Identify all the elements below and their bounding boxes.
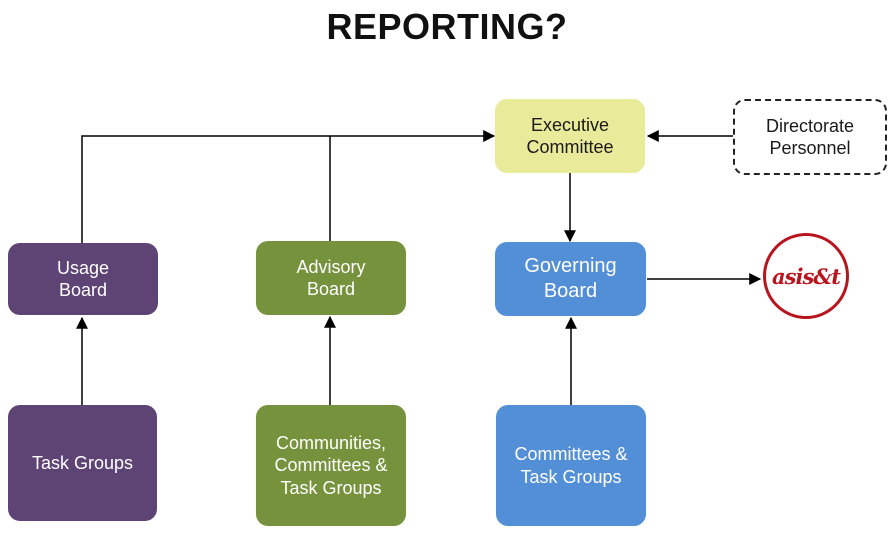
task-groups-box: Task Groups (8, 405, 157, 521)
executive-committee-box: Executive Committee (495, 99, 645, 173)
communities-label: Communities, Committees & Task Groups (274, 432, 388, 498)
usage-to-executive-arrow (81, 130, 496, 243)
communities-box: Communities, Committees & Task Groups (256, 405, 406, 526)
executive-committee-label: Executive Committee (526, 114, 614, 158)
asist-logo-text: asis&t (772, 263, 841, 289)
asist-logo: asis&t (763, 233, 849, 319)
task-groups-label: Task Groups (31, 452, 134, 473)
directorate-personnel-label: Directorate Personnel (765, 115, 855, 159)
usage-board-label: Usage Board (56, 257, 110, 301)
advisory-board-label: Advisory Board (296, 256, 366, 300)
governing-board-box: Governing Board (495, 242, 646, 316)
governing-board-label: Governing Board (524, 255, 617, 302)
committees-box: Committees & Task Groups (496, 405, 646, 526)
advisory-board-box: Advisory Board (256, 241, 406, 315)
committees-label: Committees & Task Groups (514, 444, 628, 487)
directorate-personnel-box: Directorate Personnel (733, 99, 887, 175)
usage-board-box: Usage Board (8, 243, 158, 315)
page-title: REPORTING? (326, 6, 568, 47)
